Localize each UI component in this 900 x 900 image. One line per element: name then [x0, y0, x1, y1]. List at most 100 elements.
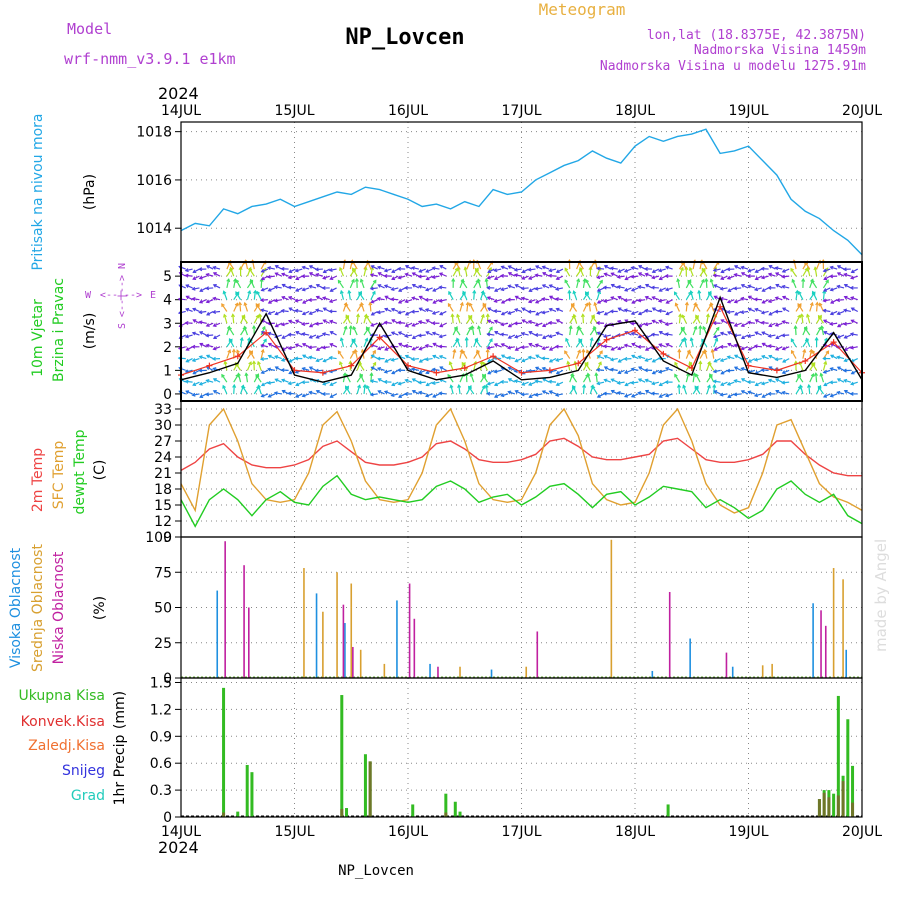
wind-arrow: [597, 310, 605, 314]
wind-arrow-head: [822, 369, 827, 374]
wind-arrow-head: [595, 320, 600, 325]
total-precip-bar: [453, 801, 457, 817]
low-cloud-bar: [536, 631, 539, 678]
wind-arrow-head: [322, 296, 327, 301]
wind-arrow-head: [404, 333, 409, 338]
wind-arrow-head: [301, 367, 306, 371]
wind-arrow: [370, 380, 378, 383]
wind-arrow-head: [849, 345, 854, 350]
wind-arrow-head: [390, 393, 395, 398]
credit-text: made by Angel: [872, 539, 890, 652]
wind-arrow-head: [555, 307, 560, 312]
wind-arrow-head: [484, 277, 489, 282]
wind-arrow: [535, 310, 543, 316]
wind-arrow-head: [185, 307, 190, 312]
wind-arrow-head: [644, 389, 649, 394]
wind-arrow: [830, 332, 838, 336]
wind-arrow: [289, 307, 296, 313]
wind-arrow-head: [417, 320, 422, 325]
wind-arrow-head: [295, 288, 300, 292]
wind-arrow: [418, 320, 426, 324]
gust-marker: [263, 329, 270, 336]
y-tick-label: 1016: [136, 173, 172, 189]
wind-arrow: [665, 287, 673, 291]
wind-arrow: [391, 369, 399, 375]
wind-arrow-head: [710, 348, 715, 353]
wind-arrow-head: [359, 373, 364, 378]
compass-line: <--|-->: [117, 275, 128, 317]
wind-arrow-head: [321, 286, 326, 291]
wind-arrow-head: [384, 295, 389, 300]
wind-arrow-head: [248, 361, 252, 366]
wind-arrow: [761, 321, 769, 324]
wind-arrow-head: [315, 389, 320, 394]
wind-arrow-head: [850, 296, 855, 301]
wind-arrow: [439, 378, 447, 383]
wind-arrow: [665, 367, 673, 371]
wind-arrow-head: [368, 301, 373, 306]
wind-arrow-head: [235, 279, 240, 284]
wind-arrow: [665, 322, 673, 326]
wind-arrow: [447, 374, 454, 383]
total-precip-bar: [340, 695, 344, 817]
wind-arrow: [295, 343, 303, 348]
wind-arrow-head: [637, 344, 642, 349]
wind-arrow-head: [637, 311, 642, 316]
wind-arrow: [261, 287, 269, 292]
wind-arrow-head: [486, 275, 491, 280]
wind-arrow-head: [191, 286, 196, 291]
wind-arrow-head: [376, 265, 381, 270]
wind-arrow: [384, 390, 392, 395]
wind-arrow: [701, 268, 708, 277]
total-precip-bar: [832, 793, 836, 817]
wind-arrow: [228, 338, 235, 348]
wind-arrow: [384, 284, 392, 289]
wind-arrow-head: [493, 343, 498, 347]
wind-arrow: [360, 279, 365, 289]
wind-arrow: [239, 337, 243, 347]
wind-arrow: [371, 310, 379, 316]
wind-arrow: [814, 267, 818, 277]
wind-arrow: [610, 296, 618, 301]
wind-arrow: [316, 334, 324, 339]
wind-arrow-head: [288, 370, 293, 375]
compass-n: N: [117, 263, 128, 269]
wind-arrow-head: [411, 272, 416, 276]
wind-arrow: [685, 373, 690, 383]
cloud-unit: (%): [92, 596, 108, 620]
wind-arrow-head: [397, 368, 402, 373]
wind-arrow-head: [487, 370, 492, 375]
mid-cloud-bar: [336, 572, 338, 678]
wind-arrow-head: [425, 382, 430, 387]
wind-arrow: [651, 275, 660, 279]
wind-arrow: [564, 350, 571, 359]
wind-arrow-head: [288, 358, 293, 363]
wind-arrow-head: [454, 326, 458, 331]
wind-arrow-head: [500, 343, 505, 347]
wind-arrow: [494, 268, 502, 272]
wind-arrow: [206, 366, 214, 371]
wind-arrow-head: [301, 287, 306, 292]
wind-arrow: [748, 391, 756, 395]
pressure-ylabel: Pritisak na nivou mora: [30, 113, 46, 270]
wind-arrow-head: [514, 334, 519, 339]
wind-arrow-head: [308, 323, 313, 328]
wind-arrow: [795, 314, 801, 324]
wind-arrow: [591, 385, 598, 395]
wind-arrow-head: [404, 311, 409, 316]
wind-arrow-head: [345, 314, 350, 319]
wind-arrow-head: [410, 309, 415, 314]
wind-arrow-head: [417, 380, 422, 385]
wind-arrow: [529, 393, 536, 398]
wind-arrow-head: [664, 393, 669, 398]
wind-arrow: [528, 299, 536, 303]
wind-arrow: [255, 303, 262, 312]
wind-arrow-head: [814, 372, 819, 377]
wind-arrow-head: [836, 334, 841, 339]
wind-arrow: [223, 291, 228, 300]
wind-arrow-head: [572, 313, 577, 318]
wind-arrow-head: [760, 266, 765, 271]
wind-arrow: [426, 331, 433, 336]
wind-arrow-head: [432, 300, 437, 304]
wind-arrow: [597, 355, 605, 360]
